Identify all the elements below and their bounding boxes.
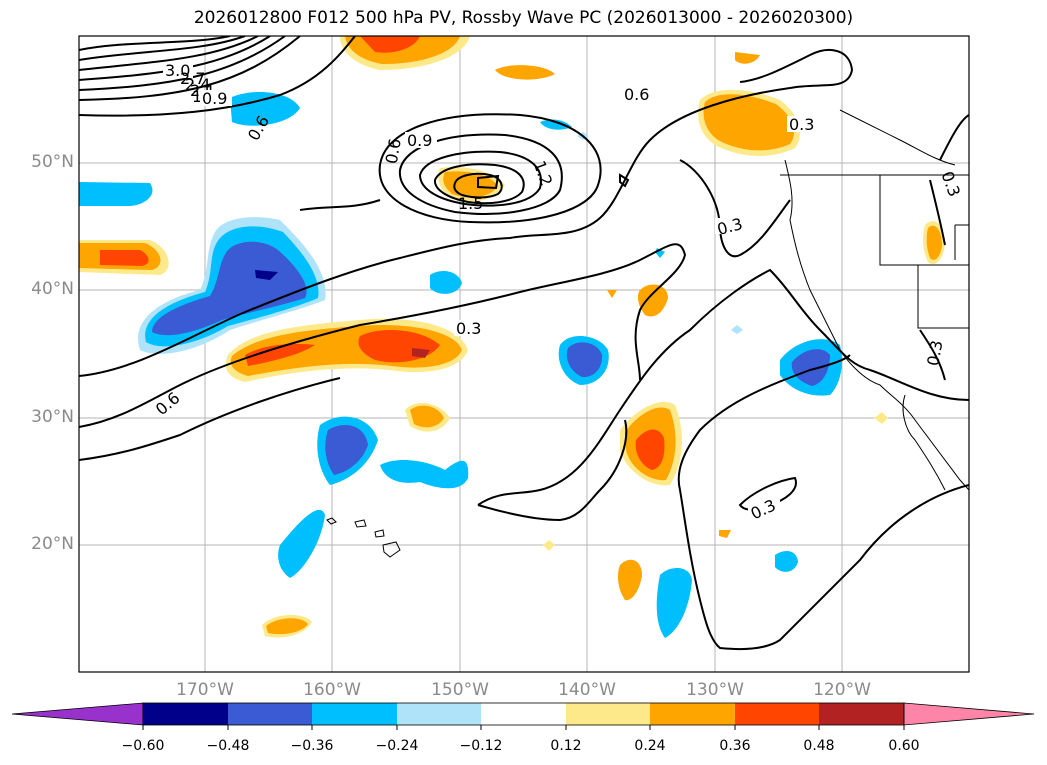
- contour-label: 3.0: [165, 61, 190, 80]
- pv-contours: [79, 36, 969, 650]
- contour-label: 0.9: [407, 131, 432, 150]
- lon-label-130w: 130°W: [686, 680, 744, 700]
- contour-label: 0.3: [456, 319, 481, 338]
- colorbar-tick-label: −0.24: [375, 738, 419, 754]
- lon-label-170w: 170°W: [176, 680, 234, 700]
- colorbar-tick-label: 0.60: [888, 738, 920, 754]
- contour-label: 2.7: [180, 69, 205, 88]
- lon-label-140w: 140°W: [558, 680, 616, 700]
- map-title: 2026012800 F012 500 hPa PV, Rossby Wave …: [193, 8, 854, 28]
- contour-label: 0.3: [789, 115, 814, 134]
- lon-label-120w: 120°W: [813, 680, 871, 700]
- lat-label-50n: 50°N: [31, 152, 74, 172]
- contour-label: 1.5: [458, 194, 483, 213]
- colorbar-tick-label: −0.48: [206, 738, 250, 754]
- lon-label-150w: 150°W: [431, 680, 489, 700]
- lat-label-30n: 30°N: [31, 407, 74, 427]
- positive-anomaly-fills: [79, 36, 945, 638]
- colorbar-tick-label: 0.24: [634, 738, 666, 754]
- colorbar-tick-label: −0.12: [459, 738, 503, 754]
- colorbar-tick-label: −0.36: [290, 738, 334, 754]
- colorbar-tick-label: 0.36: [719, 738, 751, 754]
- lon-label-160w: 160°W: [303, 680, 361, 700]
- contour-label: 2.4: [185, 75, 210, 94]
- contour-label: 0.9: [202, 89, 227, 108]
- colorbar-tick-label: 0.12: [550, 738, 582, 754]
- contour-label: 0.6: [382, 137, 405, 165]
- colorbar-tick-label: −0.60: [121, 738, 165, 754]
- lat-label-40n: 40°N: [31, 279, 74, 299]
- negative-anomaly-fills: [79, 92, 842, 638]
- colorbar-tick-label: 0.48: [803, 738, 835, 754]
- lat-label-20n: 20°N: [31, 534, 74, 554]
- map-frame: [78, 35, 970, 673]
- contour-label: 0.3: [923, 339, 946, 367]
- coastlines: [326, 109, 969, 558]
- contour-label: 0.6: [624, 85, 649, 104]
- colorbar: [11, 702, 1035, 730]
